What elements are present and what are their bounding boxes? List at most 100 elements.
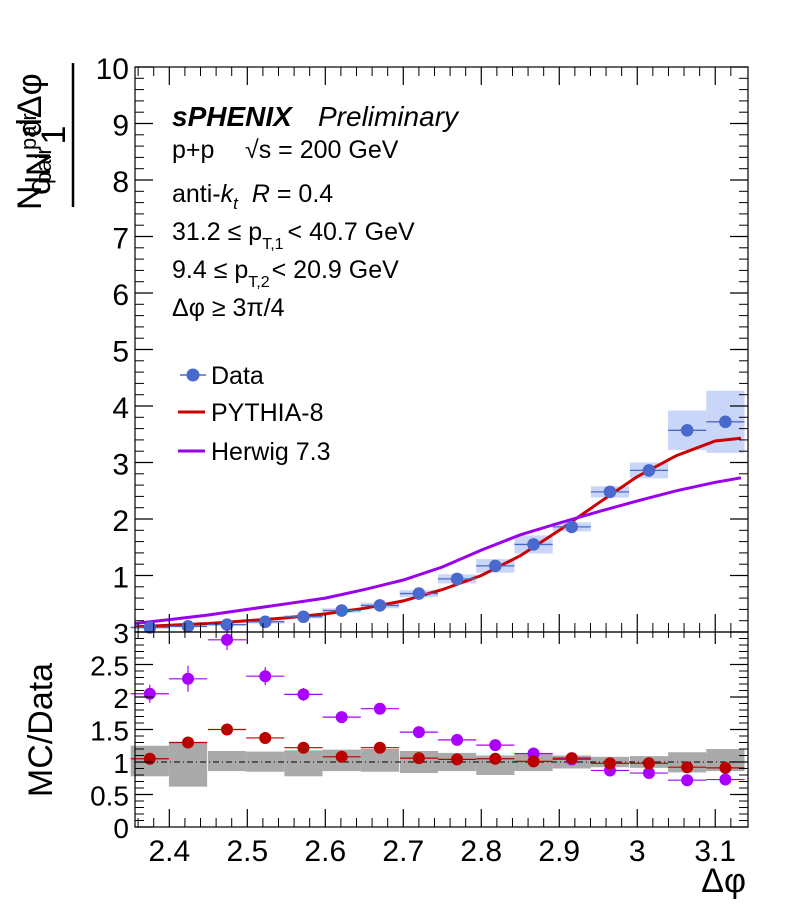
legend-pythia-label: PYTHIA-8	[211, 399, 324, 427]
x-tick-label: 2.5	[226, 835, 268, 868]
pythia-ratio-point	[412, 752, 425, 765]
annotation-block: sPHENIX Preliminary p+p √s = 200 GeV ant…	[172, 101, 460, 322]
ratio-axis-ticks: 00.511.522.532.4 2.5 2.6 2.7 2.8 2.9 3 3.1	[90, 618, 748, 868]
pt1-right: < 40.7 GeV	[288, 218, 415, 246]
herwig-ratio-point	[143, 687, 156, 700]
y-axis-label-main-upper: dN pair	[16, 113, 58, 195]
x-tick-label: 2.4	[148, 835, 190, 868]
x-tick-label: 2.6	[304, 835, 346, 868]
pythia-ratio-point	[221, 723, 234, 736]
herwig-ratio-point	[259, 670, 272, 683]
data-point	[489, 559, 502, 573]
x-axis-label: Δφ	[701, 862, 746, 900]
pt1-left: 31.2 ≤ p	[172, 218, 262, 246]
herwig-ratio-point	[335, 711, 348, 724]
pythia-ratio-point	[259, 731, 272, 744]
ratio-y-tick-label: 3	[113, 618, 129, 649]
algo-t: t	[233, 194, 239, 213]
pythia-ratio-point	[297, 741, 310, 754]
pt1-cut: 31.2 ≤ pT,1 < 40.7 GeV	[172, 218, 415, 253]
pythia-ratio-point	[603, 757, 616, 770]
dphi-cut: Δφ ≥ 3π/4	[172, 294, 285, 322]
herwig-curve	[134, 476, 742, 625]
legend-herwig-label: Herwig 7.3	[211, 438, 331, 466]
algo-label: anti-kt R = 0.4	[172, 180, 333, 213]
pt2-right: < 20.9 GeV	[272, 256, 399, 284]
pythia-ratio-point	[565, 752, 578, 765]
ratio-points	[130, 629, 745, 787]
y-tick-label: 4	[112, 392, 129, 425]
herwig-ratio-point	[297, 688, 310, 701]
y-tick-label: 6	[112, 279, 129, 312]
legend: Data PYTHIA-8 Herwig 7.3	[178, 362, 331, 466]
legend-data-label: Data	[211, 362, 264, 390]
legend-entry-data: Data	[180, 362, 264, 390]
data-point	[412, 587, 426, 600]
ratio-y-tick-label: 0	[113, 813, 129, 844]
ratio-y-tick-label: 2.5	[90, 651, 129, 682]
herwig-ratio-point	[221, 633, 234, 646]
main-axis-ticks: 1 2 3 4 5 6 7 8 9 10	[96, 53, 748, 632]
ylabel-prefactor: 1	[35, 126, 73, 145]
x-tick-label: 3.1	[694, 835, 736, 868]
data-point	[258, 615, 272, 629]
pt2-sub: T,2	[248, 274, 269, 291]
algo-prefix: anti-	[172, 180, 221, 208]
ylabel-numerator: dN	[20, 152, 58, 195]
y-tick-label: 10	[96, 53, 129, 86]
ratio-syst-box	[360, 749, 399, 772]
data-point	[642, 464, 656, 477]
ratio-y-tick-label: 2	[113, 683, 129, 714]
energy-label: √s = 200 GeV	[245, 136, 399, 164]
y-tick-label: 1	[112, 562, 129, 595]
pt1-sub: T,1	[262, 236, 283, 253]
pythia-ratio-point	[143, 752, 156, 765]
ratio-syst-box	[168, 742, 208, 787]
y-tick-label: 5	[112, 336, 129, 369]
herwig-ratio-point	[182, 672, 195, 685]
y-tick-label: 3	[112, 449, 129, 482]
y-tick-label: 2	[112, 505, 129, 538]
herwig-ratio-point	[681, 774, 694, 787]
y-axis-label-ratio: MC/Data	[22, 663, 60, 797]
data-point	[565, 520, 579, 534]
data-point	[220, 618, 234, 631]
algo-R: R	[252, 180, 270, 208]
pythia-ratio-point	[335, 750, 348, 763]
algo-k: k	[221, 180, 235, 208]
y-tick-label: 9	[112, 110, 129, 143]
y-tick-label: 8	[112, 166, 129, 199]
main-plot-frame	[134, 66, 749, 633]
data-points	[130, 415, 745, 634]
herwig-ratio-point	[412, 726, 425, 739]
pythia-ratio-point	[527, 755, 540, 768]
data-point	[450, 572, 464, 586]
ratio-y-tick-label: 1.5	[90, 716, 129, 747]
system-label: p+p	[172, 136, 214, 164]
pythia-ratio-point	[373, 741, 386, 754]
ylabel-denominator-sub: pair	[31, 147, 56, 184]
main-panel: 1 2 3 4 5 6 7 8 9 10	[96, 53, 749, 634]
herwig-ratio-point	[489, 739, 502, 752]
legend-data-marker	[186, 368, 200, 382]
ylabel-denominator-rest: dΔφ	[11, 73, 49, 137]
ratio-y-tick-label: 1	[113, 748, 129, 779]
ratio-syst-box	[476, 755, 515, 775]
pythia-ratio-point	[719, 761, 732, 774]
legend-entry-herwig: Herwig 7.3	[178, 438, 331, 466]
pt2-left: 9.4 ≤ p	[172, 256, 248, 284]
ylabel-denominator: N	[11, 185, 49, 210]
pt2-cut: 9.4 ≤ pT,2< 20.9 GeV	[172, 256, 399, 291]
x-tick-label: 2.7	[382, 835, 424, 868]
ratio-syst-box	[706, 749, 745, 772]
experiment-label: sPHENIX	[172, 101, 294, 132]
ratio-syst-box	[207, 750, 247, 772]
ratio-panel: 00.511.522.532.4 2.5 2.6 2.7 2.8 2.9 3 3.1	[90, 618, 749, 868]
ratio-syst-box	[284, 750, 323, 777]
pythia-ratio-point	[182, 736, 195, 749]
algo-rest: = 0.4	[270, 180, 333, 208]
x-tick-label: 3	[629, 835, 646, 868]
y-tick-label: 7	[112, 223, 129, 256]
herwig-ratio-point	[719, 773, 732, 786]
